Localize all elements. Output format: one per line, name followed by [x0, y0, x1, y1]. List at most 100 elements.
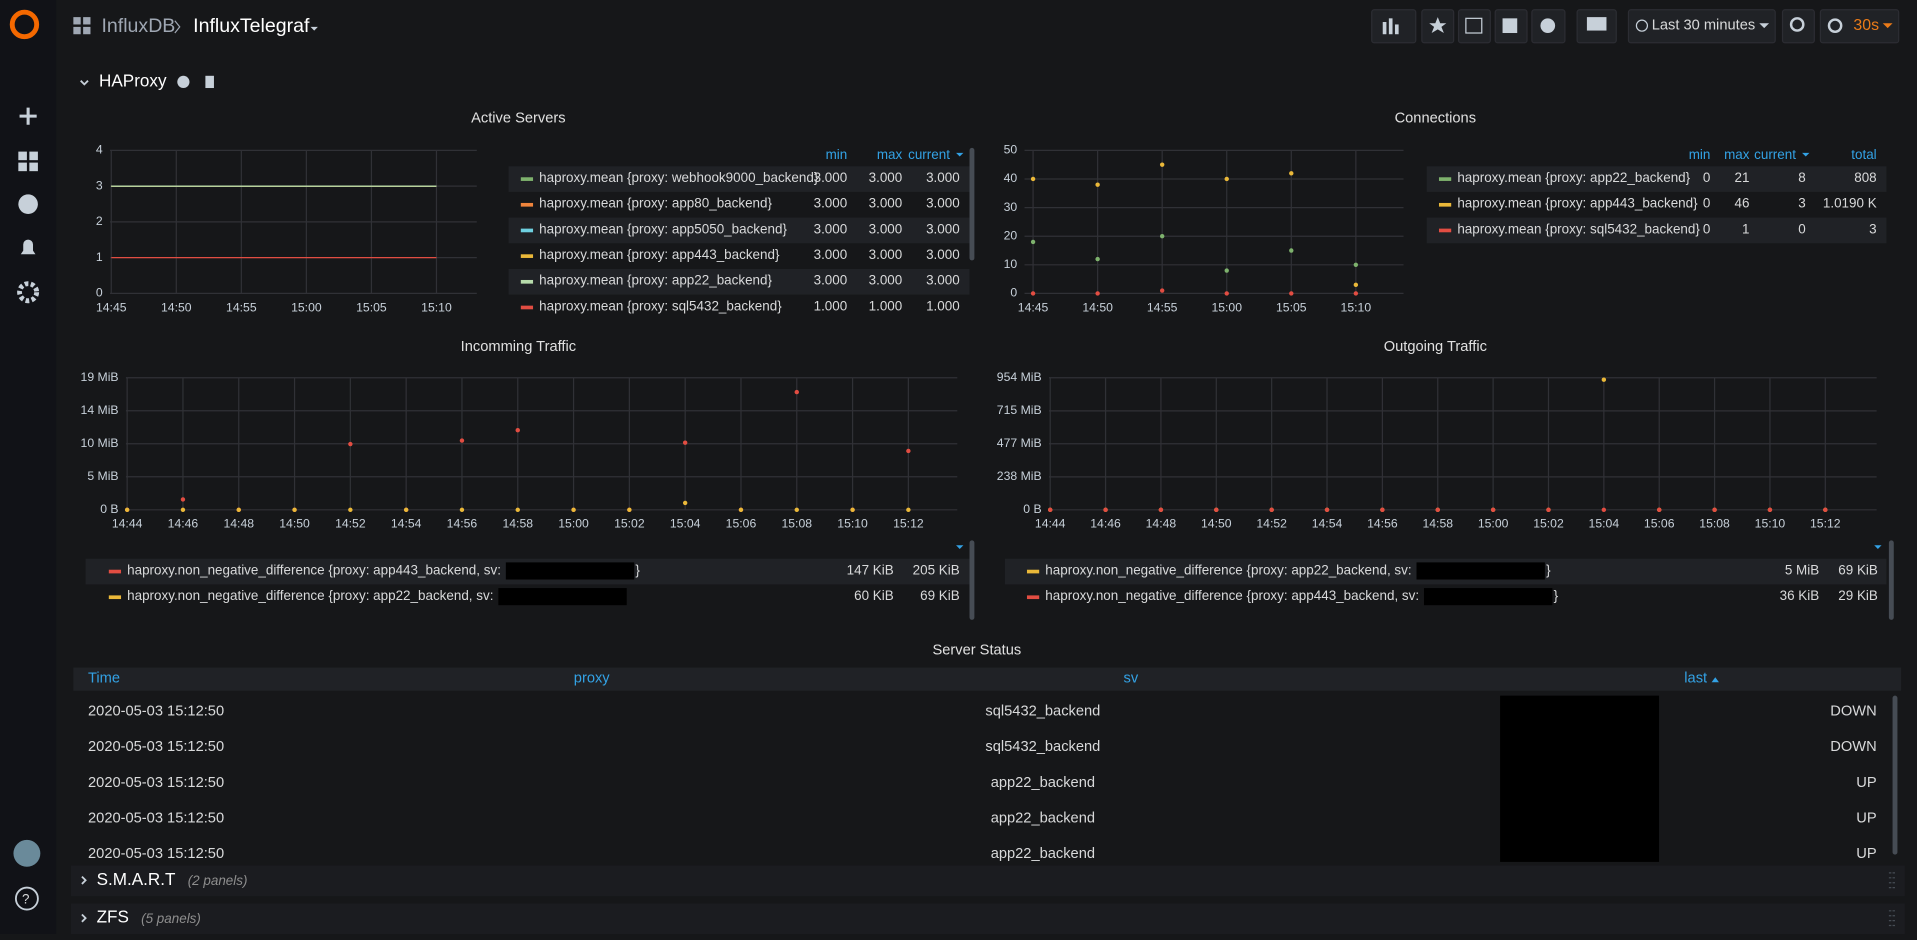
row-settings[interactable] [177, 75, 190, 89]
row-chevron[interactable] [81, 875, 87, 885]
x-tick-label: 15:10 [837, 517, 868, 531]
point [1353, 282, 1359, 288]
legend-name-end: } [1546, 562, 1551, 577]
point [180, 497, 186, 502]
cell-last: DOWN [1830, 739, 1876, 755]
drag-handle[interactable] [1888, 872, 1897, 889]
legend-name-end: } [1554, 588, 1559, 603]
legend: min max current total haproxy.mean {proxy: a… [1426, 147, 1887, 244]
collapsed-row-bg[interactable] [70, 865, 1905, 897]
legend-header[interactable]: max [1724, 147, 1750, 162]
help-icon[interactable] [14, 886, 39, 911]
legend-name[interactable]: haproxy.mean {proxy: app80_backend} [539, 196, 772, 211]
point [794, 507, 799, 513]
breadcrumb-sep [174, 20, 181, 34]
legend-name[interactable]: haproxy.mean {proxy: app22_backend} [539, 273, 772, 288]
row-chevron[interactable] [81, 913, 87, 923]
alert-icon[interactable] [20, 239, 36, 255]
y-tick-label: 2 [96, 214, 103, 228]
x-tick-label: 14:44 [1035, 517, 1066, 531]
legend-swatch [108, 569, 122, 574]
collapsed-row-title[interactable]: ZFS [97, 908, 129, 927]
logo[interactable] [9, 9, 40, 40]
x-tick-label: 15:00 [1211, 300, 1242, 314]
point [1214, 507, 1219, 513]
breadcrumb-folder[interactable]: InfluxDB [101, 15, 175, 37]
legend-value: 3.000 [926, 273, 960, 288]
row-title[interactable]: HAProxy [99, 71, 167, 90]
drag-handle[interactable] [1888, 910, 1897, 927]
point [1030, 291, 1036, 296]
panel-title[interactable]: Outgoing Traffic [1384, 339, 1487, 355]
point [1657, 507, 1662, 513]
point [906, 448, 911, 454]
table-header[interactable]: Time [88, 670, 120, 686]
panel-title[interactable]: Incomming Traffic [461, 339, 576, 355]
caret [310, 26, 318, 31]
point [1030, 176, 1036, 182]
legend-header[interactable]: min [1689, 147, 1711, 162]
collapsed-row-title[interactable]: S.M.A.R.T [97, 870, 176, 889]
legend-name[interactable]: haproxy.mean {proxy: sql5432_backend} [1457, 221, 1700, 236]
y-tick-label: 0 [1010, 286, 1017, 300]
dashboard-title[interactable]: InfluxTelegraf [193, 15, 310, 37]
redacted [1423, 588, 1553, 606]
collapsed-row-bg[interactable] [70, 903, 1905, 935]
panel-title[interactable]: Connections [1395, 110, 1476, 126]
config-icon[interactable] [17, 281, 40, 304]
legend-name[interactable]: haproxy.non_negative_difference {proxy: … [1045, 588, 1419, 603]
legend-name[interactable]: haproxy.mean {proxy: app22_backend} [1457, 170, 1690, 185]
legend-name[interactable]: haproxy.mean {proxy: app5050_backend} [539, 221, 787, 236]
legend-header[interactable]: current [908, 147, 950, 162]
legend-value: 147 KiB [847, 562, 894, 577]
legend-name[interactable]: haproxy.mean {proxy: sql5432_backend} [539, 298, 782, 313]
panel-title[interactable]: Active Servers [471, 110, 565, 126]
table-header[interactable]: sv [1124, 670, 1139, 686]
legend-swatch [1438, 177, 1452, 181]
x-tick-label: 14:58 [502, 517, 533, 531]
point [515, 507, 520, 513]
table-body: 2020-05-03 15:12:50 sql5432_backend DOWN 20… [88, 703, 1877, 862]
point [1103, 507, 1108, 513]
legend-value: 69 KiB [920, 588, 960, 603]
point [348, 507, 353, 513]
legend-header[interactable]: total [1851, 147, 1876, 162]
legend-name[interactable]: haproxy.non_negative_difference {proxy: … [127, 588, 493, 603]
cell-proxy: app22_backend [991, 775, 1095, 791]
legend-row-bg [1426, 166, 1887, 192]
panel-title[interactable]: Server Status [932, 642, 1021, 658]
legend-name[interactable]: haproxy.non_negative_difference {proxy: … [127, 562, 501, 577]
dashboards-icon[interactable] [18, 151, 38, 172]
legend-name[interactable]: haproxy.mean {proxy: webhook9000_backend… [539, 170, 819, 185]
refresh-interval[interactable]: 30s [1853, 17, 1879, 34]
x-tick-label: 14:54 [1312, 517, 1343, 531]
x-tick-label: 14:45 [1018, 300, 1049, 314]
help-glyph: ? [22, 891, 29, 906]
add-icon[interactable] [19, 107, 37, 125]
legend-value: 3.000 [814, 221, 848, 236]
legend-value: 1.000 [926, 298, 960, 313]
legend-value: 5 MiB [1785, 562, 1819, 577]
legend-value: 0 [1798, 221, 1805, 236]
legend-value: 0 [1703, 196, 1710, 211]
row-delete[interactable] [205, 75, 214, 89]
legend-header[interactable]: min [826, 147, 848, 162]
legend-name[interactable]: haproxy.non_negative_difference {proxy: … [1045, 562, 1411, 577]
explore-icon[interactable] [18, 194, 38, 214]
legend-header[interactable]: current [1754, 147, 1796, 162]
legend-name[interactable]: haproxy.mean {proxy: app443_backend} [539, 247, 780, 262]
legend-header[interactable]: max [877, 147, 903, 162]
table-header[interactable]: last [1684, 670, 1707, 686]
avatar[interactable] [13, 839, 41, 867]
x-tick-label: 15:00 [1478, 517, 1509, 531]
legend-value: 0 [1703, 170, 1710, 185]
legend-name[interactable]: haproxy.mean {proxy: app443_backend} [1457, 196, 1698, 211]
toolbar-icons[interactable] [1382, 17, 1893, 35]
time-range[interactable]: Last 30 minutes [1652, 18, 1755, 34]
legend-value: 60 KiB [854, 588, 894, 603]
table-header[interactable]: proxy [574, 670, 611, 686]
legend-value: 3.000 [814, 196, 848, 211]
legend-value: 3.000 [869, 221, 903, 236]
row-chevron[interactable] [80, 80, 89, 86]
legend-swatch [1026, 595, 1040, 600]
